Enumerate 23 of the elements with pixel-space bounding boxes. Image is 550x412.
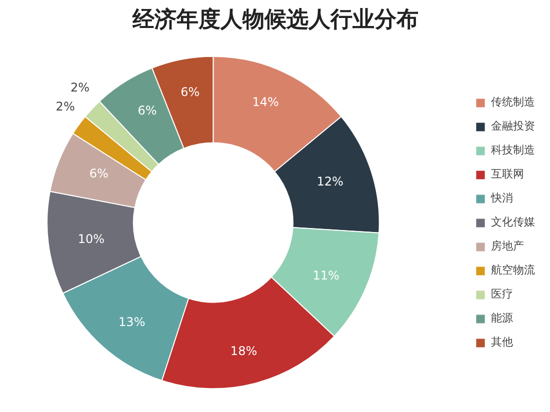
legend-label: 传统制造 (491, 94, 535, 110)
data-label: 13% (118, 315, 146, 330)
data-label: 11% (312, 268, 340, 282)
data-label: 12% (316, 174, 344, 188)
data-label: 6% (138, 103, 157, 118)
legend-label: 能源 (491, 310, 513, 326)
data-label: 18% (230, 344, 258, 358)
legend-label: 房地产 (491, 238, 524, 254)
legend-label: 科技制造 (491, 142, 535, 158)
data-label: 14% (252, 95, 279, 110)
legend-label: 其他 (491, 334, 513, 350)
data-label: 2% (70, 80, 90, 94)
legend-label: 快消 (491, 190, 513, 206)
legend-label: 医疗 (491, 286, 513, 302)
data-label: 6% (89, 166, 108, 181)
legend-label: 互联网 (491, 166, 524, 182)
legend-label: 航空物流 (491, 262, 535, 278)
data-label: 10% (78, 232, 105, 246)
data-label: 6% (180, 84, 200, 99)
legend-label: 金融投资 (491, 118, 535, 134)
legend-label: 文化传媒 (491, 214, 535, 230)
data-label: 2% (56, 99, 75, 114)
chart-title: 经济年度人物候选人行业分布 (132, 6, 418, 32)
